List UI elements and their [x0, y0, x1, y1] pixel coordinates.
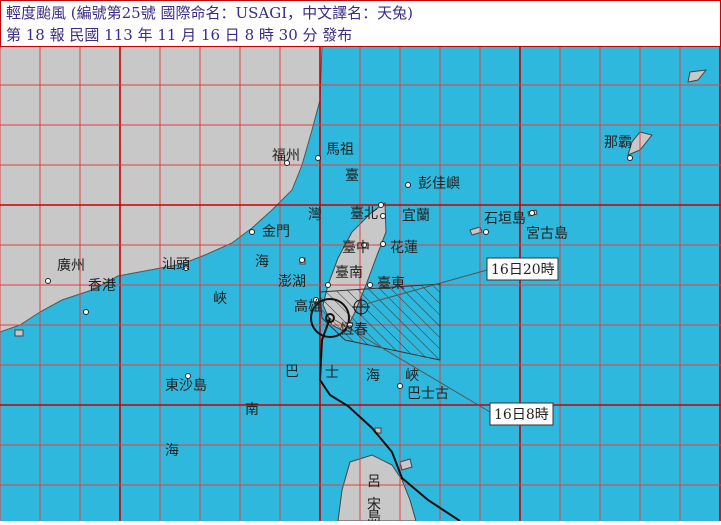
place-label: 廣州 [57, 257, 85, 274]
place-label: 宜蘭 [402, 208, 430, 224]
city-marker [249, 229, 255, 235]
callout-box [486, 257, 559, 281]
islands [14, 69, 708, 471]
city-marker [397, 383, 403, 389]
header-title: 輕度颱風 (編號第25號 國際命名：USAGI，中文譯名：天兔) [6, 4, 413, 22]
city-marker [83, 309, 89, 315]
place-label: 臺北 [350, 206, 378, 222]
place-label: 香港 [88, 278, 116, 294]
storm-circle [310, 298, 350, 338]
place-label: 那霸 [604, 135, 632, 151]
city-marker [483, 229, 489, 235]
place-label: 峽 [213, 291, 227, 307]
place-label: 巴士古 [407, 386, 449, 402]
place-label: 汕頭 [162, 257, 190, 273]
place-label: 宮古島 [526, 226, 568, 242]
place-label: 臺中 [342, 240, 370, 256]
callout-line [361, 269, 488, 306]
luzon [337, 454, 417, 522]
city-marker [378, 202, 384, 208]
place-label: 海 [366, 368, 380, 384]
city-marker [45, 278, 51, 284]
place-label: 島 [367, 509, 381, 521]
place-label: 灣 [308, 207, 322, 223]
place-label: 海 [255, 254, 269, 270]
city-marker [380, 213, 386, 219]
place-label: 臺東 [377, 276, 405, 292]
track [318, 317, 461, 522]
city-marker [299, 257, 305, 263]
city-marker [367, 282, 373, 288]
place-label: 花蓮 [390, 240, 418, 256]
place-label: 高雄 [294, 298, 322, 315]
place-label: 臺 [345, 168, 359, 184]
city-marker [361, 242, 367, 248]
city-marker [183, 265, 189, 271]
storm-center [325, 313, 335, 323]
callout-box [489, 402, 554, 426]
forecast-cross [352, 298, 370, 316]
place-label: 石垣島 [484, 211, 526, 227]
forecast-area [319, 283, 441, 361]
city-marker [313, 297, 319, 303]
place-label: 呂 [367, 474, 381, 490]
place-label: 馬祖 [326, 142, 354, 158]
city-marker [284, 160, 290, 166]
place-label: 金門 [262, 224, 290, 240]
place-label: 海 [165, 443, 179, 459]
place-label: 澎湖 [278, 274, 306, 290]
city-marker [405, 182, 411, 188]
place-label: 彭佳嶼 [418, 176, 460, 192]
place-label: 宋 [367, 497, 381, 513]
city-marker [627, 155, 633, 161]
place-label: 巴 [285, 364, 299, 380]
city-marker [347, 322, 353, 328]
city-marker [185, 373, 191, 379]
place-label: 峽 [405, 368, 419, 384]
city-marker [529, 210, 535, 216]
place-label: 恆春 [340, 322, 368, 338]
place-label: 臺南 [335, 265, 363, 281]
city-marker [380, 241, 386, 247]
city-marker [315, 155, 321, 161]
callout-line [334, 319, 491, 413]
city-marker [325, 282, 331, 288]
callout-label: 16日20時 [491, 262, 555, 278]
place-label: 東沙島 [165, 378, 207, 394]
place-label: 南 [245, 402, 259, 418]
callout-label: 16日8時 [494, 407, 549, 423]
place-label: 士 [325, 365, 339, 381]
place-label: 福州 [272, 148, 300, 164]
header-issued: 第 18 報 民國 113 年 11 月 16 日 8 時 30 分 發布 [6, 26, 352, 44]
header-box [0, 0, 721, 47]
